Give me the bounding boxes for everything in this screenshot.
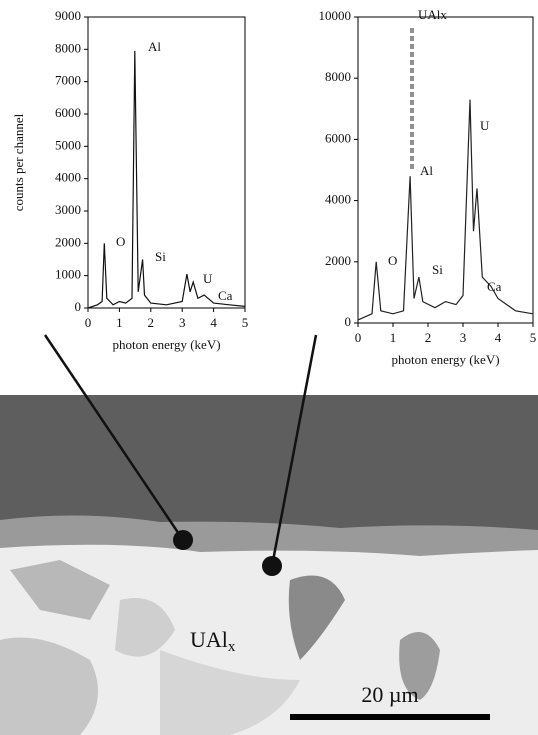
y-tick-label: 7000 [55, 73, 81, 88]
peak-label: Al [420, 163, 433, 178]
x-tick-label: 4 [210, 315, 217, 330]
y-tick-label: 4000 [55, 170, 81, 185]
y-tick-label: 5000 [55, 137, 81, 152]
pore [288, 575, 345, 660]
grain [10, 560, 110, 620]
y-tick-label: 2000 [55, 234, 81, 249]
peak-label: Si [432, 262, 443, 277]
x-tick-label: 2 [425, 330, 432, 345]
pointer-line [43, 334, 185, 541]
x-tick-label: 5 [530, 330, 537, 345]
x-tick-label: 3 [179, 315, 186, 330]
scale-bar-label: 20 µm [361, 682, 418, 707]
plot-frame [357, 16, 534, 324]
peak-label: U [203, 271, 213, 286]
pore [399, 632, 440, 700]
phase-label-sub: x [228, 639, 236, 655]
x-tick-label: 4 [495, 330, 502, 345]
x-axis-label: photon energy (keV) [391, 352, 499, 367]
phase-label-main: UAl [190, 627, 228, 652]
y-tick-label: 9000 [55, 8, 81, 23]
probe-spot [173, 530, 193, 550]
peak-label: O [116, 234, 125, 249]
peak-label: Ca [218, 288, 233, 303]
x-tick-label: 5 [242, 315, 249, 330]
y-tick-label: 1000 [55, 267, 81, 282]
pointer-line [270, 334, 318, 567]
y-tick-label: 2000 [325, 253, 351, 268]
x-tick-label: 2 [148, 315, 155, 330]
phase-label: UAlx [190, 627, 236, 655]
grain [115, 598, 175, 657]
uranium-aluminide [0, 544, 538, 735]
peak-label: UAlx [418, 7, 447, 22]
x-tick-label: 3 [460, 330, 467, 345]
x-tick-label: 1 [116, 315, 123, 330]
peak-label: U [480, 118, 490, 133]
plot-frame [87, 16, 246, 309]
sem-image: UAlx 20 µm [0, 334, 538, 735]
grain [0, 637, 98, 735]
y-tick-label: 10000 [319, 8, 352, 23]
y-axis-label: counts per channel [11, 113, 26, 211]
y-tick-label: 6000 [325, 130, 351, 145]
x-axis-label: photon energy (keV) [112, 337, 220, 352]
y-tick-label: 4000 [325, 192, 351, 207]
spectrum [357, 99, 534, 321]
peak-label: Al [148, 39, 161, 54]
y-tick-label: 0 [345, 314, 352, 329]
x-tick-label: 0 [355, 330, 362, 345]
peak-label: O [388, 253, 397, 268]
peak-label: Ca [487, 279, 502, 294]
probe-spot [262, 556, 282, 576]
grain [160, 650, 300, 735]
y-tick-label: 3000 [55, 202, 81, 217]
peak-label: Si [155, 249, 166, 264]
x-tick-label: 0 [85, 315, 92, 330]
x-tick-label: 1 [390, 330, 397, 345]
y-tick-label: 0 [75, 299, 82, 314]
y-tick-label: 8000 [55, 40, 81, 55]
y-tick-label: 8000 [325, 69, 351, 84]
y-tick-label: 6000 [55, 105, 81, 120]
spectrum [87, 50, 246, 309]
